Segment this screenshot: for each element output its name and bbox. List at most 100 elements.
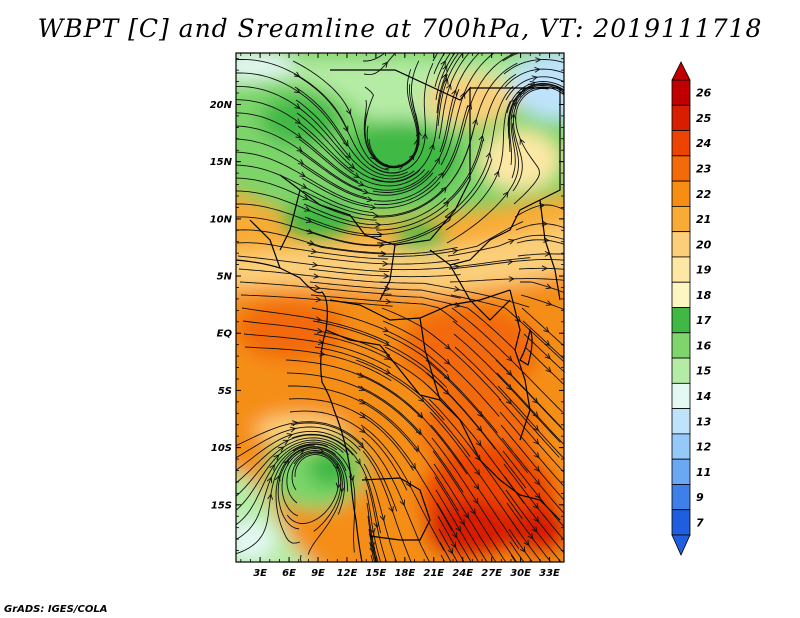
colorbar-segment	[671, 180, 691, 207]
streamline-arrow	[507, 259, 514, 265]
streamline	[499, 411, 564, 487]
streamline	[236, 430, 358, 471]
streamline	[373, 105, 469, 205]
streamline-arrow	[370, 204, 377, 211]
streamline	[293, 451, 343, 555]
lon-label: 12E	[337, 568, 358, 579]
streamline	[312, 320, 448, 388]
streamline-arrow	[533, 516, 540, 523]
streamline	[522, 320, 564, 360]
lat-label: EQ	[217, 329, 233, 340]
streamline-arrow	[335, 482, 342, 489]
longitude-axis: 3E 6E 9E 12E 15E 18E 21E 24E 27E 30E 33E	[240, 53, 560, 579]
streamline	[506, 81, 564, 114]
streamline	[427, 385, 525, 504]
streamline-arrow	[343, 125, 349, 133]
streamline	[370, 63, 434, 174]
colorbar-segment	[671, 79, 691, 106]
map-plot-area	[236, 47, 564, 562]
colorbar-label: 14	[696, 390, 711, 403]
streamline	[425, 359, 528, 473]
wbpt-shading	[236, 53, 564, 562]
streamline-arrow	[366, 196, 374, 203]
streamline	[433, 53, 446, 75]
streamline	[291, 452, 342, 532]
streamline-arrow	[312, 261, 319, 268]
streamline-arrow	[446, 83, 452, 90]
streamline	[277, 446, 347, 530]
colorbar-label: 20	[696, 238, 712, 251]
streamline-arrow	[533, 438, 540, 445]
streamline	[281, 448, 349, 517]
streamline-arrow	[545, 283, 553, 290]
streamline-arrow	[274, 474, 281, 482]
streamline	[443, 73, 517, 205]
streamline	[429, 411, 521, 535]
streamline-arrow	[358, 372, 365, 378]
streamline	[240, 294, 393, 307]
streamline	[305, 219, 451, 246]
streamline	[295, 99, 415, 180]
colorbar-segment	[671, 357, 691, 384]
streamline	[439, 541, 452, 562]
streamline	[290, 422, 398, 512]
streamline-arrow	[440, 186, 448, 193]
streamline	[291, 433, 382, 534]
streamline	[236, 426, 361, 459]
streamline	[369, 60, 420, 168]
streamline	[503, 463, 564, 541]
streamline-arrow	[535, 47, 540, 52]
streamline	[445, 100, 511, 231]
streamline-arrow	[307, 228, 314, 235]
streamline-arrow	[506, 355, 513, 362]
streamline	[241, 307, 390, 344]
colorbar-segment	[671, 231, 691, 258]
streamline	[514, 204, 564, 218]
streamline	[236, 434, 354, 484]
colorbar-label: 18	[696, 289, 712, 302]
streamline-arrow	[545, 300, 553, 306]
streamline-arrow	[302, 194, 310, 201]
streamline	[300, 164, 438, 202]
streamline-arrow	[353, 172, 360, 179]
streamline	[444, 85, 514, 218]
streamline-arrow	[289, 426, 297, 433]
streamline	[509, 541, 525, 562]
streamline-arrow	[410, 462, 416, 470]
streamline-arrow	[508, 276, 515, 282]
colorbar-label: 13	[696, 415, 712, 428]
streamline-arrow	[545, 366, 552, 373]
streamline	[303, 197, 446, 226]
colorbar: 26 25 24 23 22 21 20 19 18 17 16 15 14 13 12 11 9 7	[671, 61, 712, 556]
streamline	[236, 190, 380, 229]
streamline	[496, 372, 564, 446]
latitude-axis: 20N 15N 10N 5N EQ 5S 10S 15S	[210, 58, 564, 551]
streamline	[520, 294, 564, 311]
streamline	[364, 476, 387, 562]
streamline	[298, 138, 430, 191]
streamline-arrow	[543, 340, 551, 347]
streamline	[498, 398, 564, 474]
colorbar-segment	[671, 408, 691, 435]
colorbar-segment	[671, 155, 691, 182]
streamline-arrow	[380, 250, 388, 257]
streamline	[506, 502, 552, 562]
streamline	[503, 59, 564, 75]
streamline-arrow	[472, 118, 478, 126]
streamline-arrow	[305, 217, 313, 224]
streamline	[286, 450, 345, 515]
streamline-arrow	[379, 514, 386, 522]
streamline-arrow	[444, 343, 451, 350]
streamline-arrow	[506, 384, 513, 391]
streamline	[510, 554, 517, 562]
streamline-arrow	[382, 326, 390, 333]
streamline	[453, 333, 561, 443]
streamline-arrow	[296, 146, 303, 153]
streamline-arrow	[405, 481, 412, 488]
streamline-arrow	[502, 191, 509, 198]
streamline-arrow	[294, 118, 302, 125]
streamline-arrow	[300, 183, 308, 189]
streamline-arrow	[304, 206, 311, 212]
colorbar-segment	[671, 104, 691, 131]
